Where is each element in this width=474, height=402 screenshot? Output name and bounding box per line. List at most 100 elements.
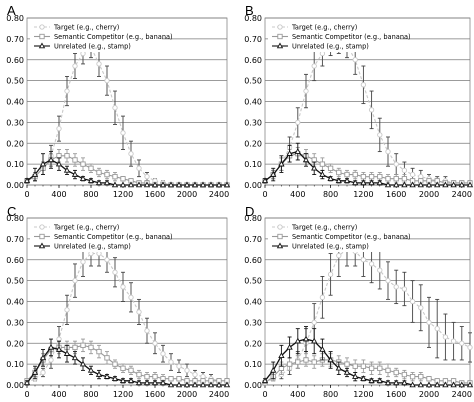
legend-marker: [277, 224, 283, 230]
x-tick-label: 800: [323, 390, 338, 399]
data-point: [302, 156, 310, 163]
y-tick-label: 0.50: [6, 77, 24, 86]
data-point: [393, 161, 399, 167]
data-point: [104, 257, 110, 263]
data-point: [393, 284, 399, 290]
data-point: [39, 160, 47, 167]
data-point: [72, 157, 78, 163]
x-tick-label: 0: [24, 390, 29, 399]
x-tick-label: 1600: [386, 390, 406, 399]
data-point: [120, 284, 126, 290]
data-point: [458, 381, 465, 388]
data-point: [215, 181, 223, 188]
data-point: [175, 181, 183, 188]
data-point: [434, 181, 441, 188]
data-point: [104, 355, 110, 361]
x-tick-label: 1200: [113, 390, 133, 399]
data-point: [434, 325, 440, 332]
data-point: [311, 157, 317, 163]
data-point: [144, 374, 150, 380]
x-tick-label: 1200: [353, 190, 373, 199]
data-point: [401, 167, 408, 174]
x-tick-label: 1600: [386, 190, 406, 199]
data-point: [56, 336, 62, 342]
legend-label: Target (e.g., cherry): [53, 24, 119, 32]
legend-marker: [277, 233, 283, 240]
legend-marker: [38, 42, 46, 49]
data-point: [80, 161, 86, 167]
data-point: [466, 381, 474, 388]
data-point: [294, 148, 301, 154]
data-point: [319, 345, 326, 352]
data-point: [376, 377, 383, 384]
data-point: [127, 181, 135, 188]
x-tick-label: 2400: [209, 390, 229, 399]
data-point: [352, 373, 359, 379]
data-point: [119, 181, 127, 188]
data-point: [152, 340, 158, 346]
data-point: [80, 259, 86, 265]
data-point: [458, 181, 465, 188]
data-point: [159, 181, 167, 188]
y-tick-label: 0.10: [6, 360, 24, 369]
series-target: [24, 240, 230, 386]
data-point: [79, 360, 87, 367]
x-tick-label: 2000: [419, 190, 439, 199]
data-point: [466, 181, 474, 188]
data-point: [39, 354, 47, 361]
data-point: [56, 125, 62, 132]
y-tick-label: 0.30: [6, 118, 24, 127]
data-point: [96, 348, 102, 355]
x-tick-label: 2000: [177, 390, 197, 399]
x-tick-label: 0: [262, 390, 267, 399]
data-point: [136, 309, 142, 315]
data-point: [152, 374, 158, 380]
y-tick-label: 0.60: [244, 56, 262, 65]
data-point: [79, 175, 87, 181]
legend-label: Unrelated (e.g., stamp): [54, 43, 131, 51]
data-point: [311, 319, 317, 326]
data-point: [426, 319, 432, 326]
data-point: [23, 177, 31, 184]
data-point: [417, 381, 424, 388]
data-point: [168, 376, 174, 382]
data-point: [286, 361, 293, 367]
y-tick-label: 0.80: [6, 14, 24, 23]
y-tick-label: 0.80: [244, 14, 262, 23]
data-point: [151, 181, 159, 188]
data-point: [72, 344, 78, 351]
data-point: [278, 352, 285, 359]
x-tick-label: 2400: [452, 390, 472, 399]
data-point: [385, 148, 391, 155]
data-point: [368, 377, 375, 384]
data-point: [87, 366, 95, 373]
data-point: [215, 381, 223, 388]
data-point: [159, 379, 167, 386]
data-point: [128, 151, 134, 157]
data-point: [352, 363, 358, 369]
data-point: [104, 77, 110, 84]
data-point: [434, 381, 441, 388]
data-point: [286, 150, 293, 156]
data-point: [385, 277, 391, 284]
y-tick-label: 0.60: [6, 56, 24, 65]
data-point: [184, 367, 190, 374]
data-point: [368, 173, 375, 180]
data-point: [409, 381, 416, 388]
data-point: [120, 365, 126, 371]
y-tick-label: 0.20: [6, 139, 24, 148]
data-point: [336, 252, 342, 259]
data-point: [136, 371, 142, 378]
panel-label: D: [245, 204, 254, 219]
data-point: [176, 376, 182, 382]
series-line: [26, 46, 227, 186]
data-point: [278, 365, 285, 371]
data-point: [450, 338, 457, 344]
data-point: [175, 381, 183, 388]
data-point: [294, 337, 301, 344]
data-point: [385, 367, 391, 374]
y-tick-label: 0.20: [244, 339, 262, 348]
y-tick-label: 0.00: [6, 181, 24, 190]
data-point: [377, 365, 383, 371]
